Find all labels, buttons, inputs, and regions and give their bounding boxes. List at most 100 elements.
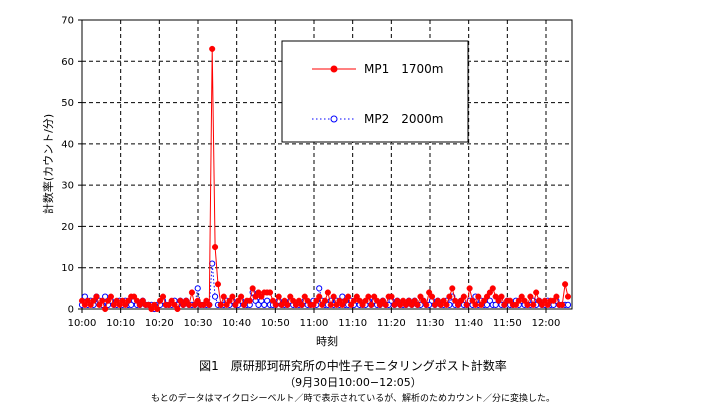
series-2-point [261,301,268,308]
x-tick-label-12: 12:00 [532,318,561,329]
series-1-point [203,297,210,304]
series-1-point [483,293,491,300]
series-1-point [284,301,291,308]
series-1-point [168,297,175,304]
series-1-point [469,297,476,304]
series-1-point [125,297,132,304]
series-2-point [486,297,493,304]
series-1-point [362,297,369,304]
series-1-point [240,301,248,308]
figure-caption-subtitle: （9月30日10:00−12:05） [284,376,422,389]
series-1-point [382,301,389,308]
series-1-point [347,301,355,308]
series-1-point [139,297,146,304]
series-1-point [475,293,482,300]
series-1-point [188,289,195,296]
series-1-point [316,293,323,300]
series-1-point [521,297,528,304]
series-1-point [481,297,488,304]
series-1-point [96,301,103,308]
series-1-point [327,301,334,308]
series-1-point [301,293,308,300]
series-1-point [411,297,418,304]
series-1-point [440,297,447,304]
series-1-point [507,297,514,304]
x-tick-label-6: 11:00 [300,318,329,329]
series-1-point [371,293,378,300]
series-1-point [460,293,467,300]
series-1-point [281,297,288,304]
y-tick-label-3: 30 [61,181,74,192]
series-1-point [232,301,239,308]
series-1-point [443,301,450,308]
series-1-point [550,297,557,304]
y-tick-label-6: 60 [61,57,74,68]
series-1-point [472,301,479,308]
series-1-point [107,293,114,300]
series-1-point [417,293,424,300]
series-1-point [157,297,164,304]
series-1-point [368,301,375,308]
series-2-point [264,297,271,304]
series-1-point [544,301,551,308]
series-2-point [209,260,216,267]
series-1-point [512,301,519,308]
x-tick-label-10: 11:40 [454,318,483,329]
series-1-point [93,293,100,300]
series-1-point [298,301,305,308]
series-1-point [524,301,531,308]
x-tick-label-8: 11:20 [377,318,406,329]
line-chart: 0 10 20 30 40 50 60 70 10:00 10:10 10:20 10:30 10:4… [41,16,573,348]
series-1-point [365,293,372,300]
series-1-point [275,293,282,300]
series-1-point [533,289,540,296]
series-1-point [154,305,161,313]
x-tick-label-9: 11:30 [416,318,445,329]
series-1-point [414,301,421,308]
series-1-point [183,297,190,304]
series-1-point [553,293,560,300]
x-tick-label-3: 10:30 [184,318,213,329]
series-1-point [226,297,233,304]
y-axis: 0 10 20 30 40 50 60 70 [61,16,82,316]
series-1-point [238,293,245,300]
series-1-point [527,293,534,300]
series-1-point [246,297,253,304]
series-1-point [428,293,436,300]
series-1-point [223,301,230,308]
series-1-point [562,281,569,288]
series-1-point [212,244,219,251]
series-2-point [483,301,491,308]
series-1-point [449,285,456,292]
series-1-point [457,297,465,304]
series-1-point [209,45,216,52]
series-1-point [304,297,311,304]
series-1-point [342,297,349,304]
series-1-point [99,297,106,304]
figure-caption-note: もとのデータはマイクロシーベルト／時で表示されているが、解析のためカウント／分に… [150,394,556,404]
series-1-point [339,301,346,308]
series-2-point [211,293,219,300]
series-1-point [185,301,193,308]
series-1-point [214,281,222,288]
series-1-point [345,293,352,300]
series-1-point [463,301,470,308]
series-1-point [272,301,279,308]
series-1-point [90,297,97,304]
series-2-point [81,293,88,300]
series-1-point [455,301,462,308]
series-1-point [206,301,213,308]
series-2-point [316,285,323,292]
series-1-point [174,305,181,313]
x-axis: 10:00 10:10 10:20 10:30 10:40 10:50 11:00 11:10… [68,309,561,329]
series-1-point [319,301,326,308]
series-1-point [353,293,360,300]
series-1-point [501,301,508,308]
series-1-point [466,285,473,292]
y-axis-label: 計数率(カウント/分) [41,114,55,214]
series-2-point [128,301,135,308]
series-1-point [217,301,224,308]
series-2-point [255,301,262,308]
legend-label-mp1: MP1 1700m [364,62,443,76]
series-2-point [102,293,109,300]
